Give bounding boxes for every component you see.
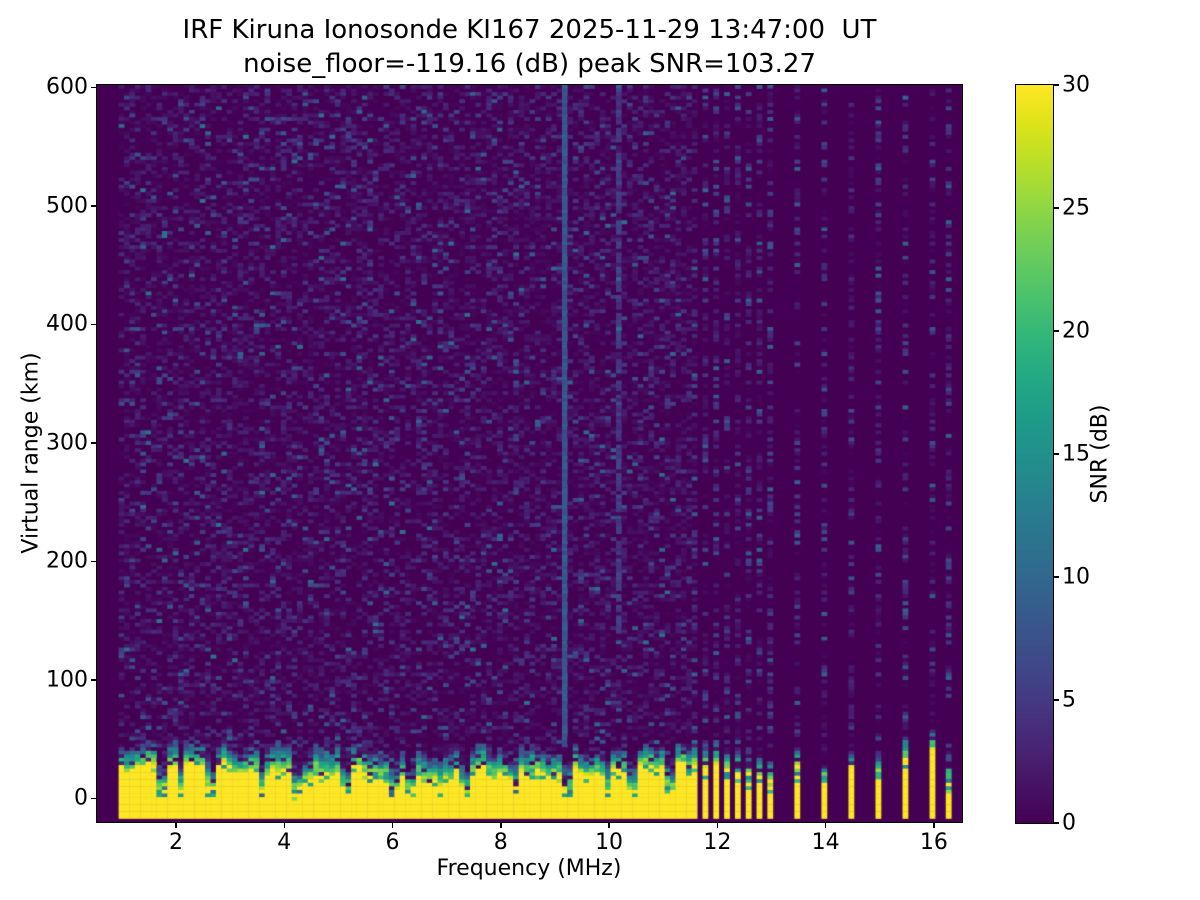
y-tick-label: 600 xyxy=(46,74,88,100)
x-tick-mark xyxy=(175,823,177,828)
x-tick-mark xyxy=(933,823,935,828)
colorbar-tick-mark xyxy=(1054,699,1059,701)
figure-title: IRF Kiruna Ionosonde KI167 2025-11-29 13… xyxy=(97,13,962,81)
y-tick-label: 0 xyxy=(74,785,88,811)
colorbar-tick-mark xyxy=(1054,84,1059,86)
colorbar-label: SNR (dB) xyxy=(1087,404,1113,504)
colorbar-tick-label: 5 xyxy=(1062,687,1076,713)
colorbar-tick-mark xyxy=(1054,453,1059,455)
colorbar-tick-mark xyxy=(1054,330,1059,332)
colorbar-tick-mark xyxy=(1054,576,1059,578)
x-tick-label: 12 xyxy=(703,830,732,855)
y-tick-mark xyxy=(91,560,96,563)
title-line-2: noise_floor=-119.16 (dB) peak SNR=103.27 xyxy=(243,49,816,79)
x-tick-label: 2 xyxy=(169,830,184,855)
y-tick-label: 400 xyxy=(46,311,88,337)
x-tick-mark xyxy=(283,823,286,828)
x-tick-mark xyxy=(824,823,827,828)
x-tick-label: 10 xyxy=(595,830,624,855)
y-tick-label: 200 xyxy=(46,548,88,574)
x-tick-mark xyxy=(391,823,394,828)
colorbar-tick-mark xyxy=(1054,207,1059,209)
x-axis-label: Frequency (MHz) xyxy=(436,856,622,881)
y-tick-label: 500 xyxy=(46,193,88,219)
y-tick-mark xyxy=(91,797,96,800)
colorbar-tick-label: 20 xyxy=(1062,318,1090,344)
y-tick-mark xyxy=(91,323,96,326)
title-line-1: IRF Kiruna Ionosonde KI167 2025-11-29 13… xyxy=(182,15,877,45)
colorbar-tick-label: 30 xyxy=(1062,72,1090,98)
y-tick-label: 100 xyxy=(46,667,88,693)
colorbar-tick-mark xyxy=(1054,822,1059,824)
x-tick-mark xyxy=(716,823,719,828)
x-tick-label: 6 xyxy=(385,830,400,855)
y-tick-mark xyxy=(91,205,96,207)
x-tick-label: 14 xyxy=(811,830,840,855)
y-tick-label: 300 xyxy=(46,430,88,456)
colorbar-tick-label: 0 xyxy=(1062,810,1076,836)
ionogram-heatmap xyxy=(97,85,962,822)
colorbar-gradient xyxy=(1016,85,1053,823)
colorbar-tick-label: 15 xyxy=(1062,441,1090,467)
x-tick-mark xyxy=(500,823,502,828)
y-tick-mark xyxy=(91,679,96,681)
x-tick-mark xyxy=(608,823,610,828)
x-tick-label: 4 xyxy=(277,830,292,855)
x-tick-label: 16 xyxy=(919,830,948,855)
colorbar-tick-label: 25 xyxy=(1062,195,1090,221)
y-axis-label: Virtual range (km) xyxy=(18,352,44,554)
y-tick-mark xyxy=(91,442,96,444)
colorbar-tick-label: 10 xyxy=(1062,564,1090,590)
x-tick-label: 8 xyxy=(493,830,508,855)
y-tick-mark xyxy=(91,86,96,89)
